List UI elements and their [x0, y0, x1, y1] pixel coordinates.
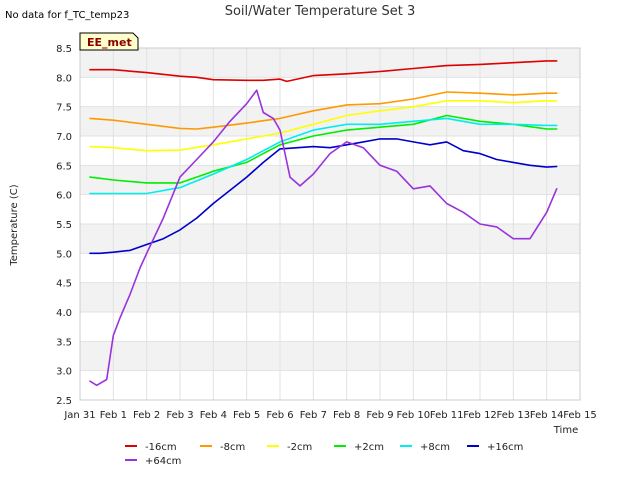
legend-label: +8cm	[420, 442, 450, 453]
x-tick-label: Feb 5	[233, 410, 260, 421]
plot-frame	[79, 47, 581, 401]
x-tick-label: Feb 14	[530, 410, 564, 421]
y-tick-label: 6.0	[56, 191, 72, 202]
y-tick-label: 8.5	[56, 44, 72, 55]
legend-label: +16cm	[487, 442, 523, 453]
y-tick-labels: 2.5 3.0 3.5 4.0 4.5 5.0 5.5 6.0 6.5 7.0 7.5 8.0 8.5	[56, 44, 72, 407]
x-axis-label: Time	[553, 425, 578, 436]
y-tick-label: 4.0	[56, 308, 72, 319]
background-band	[80, 106, 580, 136]
grid-lines	[79, 47, 581, 401]
series-line--2cm	[89, 100, 558, 152]
y-tick-label: 3.5	[56, 337, 72, 348]
y-axis-label: Temperature (C)	[9, 184, 20, 266]
x-tick-label: Feb 3	[166, 410, 193, 421]
no-data-note: No data for f_TC_temp23	[5, 10, 129, 21]
y-tick-label: 3.0	[56, 367, 72, 378]
background-band	[80, 312, 580, 342]
y-tick-label: 4.5	[56, 279, 72, 290]
x-tick-label: Feb 11	[430, 410, 464, 421]
background-band	[80, 370, 580, 400]
series-line--8cm	[89, 91, 558, 130]
x-tick-label: Feb 12	[463, 410, 497, 421]
legend-label: -16cm	[145, 442, 177, 453]
x-tick-labels: Jan 31 Feb 1 Feb 2 Feb 3 Feb 4 Feb 5 Feb 6 Feb …	[63, 410, 596, 421]
legend-label: +2cm	[354, 442, 384, 453]
legend-label: -8cm	[220, 442, 245, 453]
y-tick-label: 2.5	[56, 396, 72, 407]
x-tick-label: Feb 15	[563, 410, 597, 421]
background-band	[80, 253, 580, 283]
legend-label: -2cm	[287, 442, 312, 453]
badge-box	[79, 32, 139, 51]
background-band	[80, 165, 580, 195]
series-line-+8cm	[89, 117, 558, 195]
x-tick-label: Feb 4	[200, 410, 227, 421]
background-band	[80, 194, 580, 224]
x-tick-label: Feb 13	[497, 410, 531, 421]
y-tick-label: 7.0	[56, 132, 72, 143]
y-tick-label: 7.5	[56, 103, 72, 114]
x-tick-label: Feb 6	[266, 410, 293, 421]
background-band	[80, 48, 580, 78]
y-tick-label: 6.5	[56, 161, 72, 172]
background-band	[80, 224, 580, 254]
series-layer	[89, 60, 558, 387]
y-tick-label: 8.0	[56, 73, 72, 84]
x-tick-label: Feb 1	[100, 410, 127, 421]
background-band	[80, 341, 580, 371]
badge-label: EE_met	[87, 36, 132, 49]
x-tick-label: Feb 7	[300, 410, 327, 421]
chart-title: Soil/Water Temperature Set 3	[225, 4, 416, 19]
background-band	[80, 282, 580, 312]
x-tick-label: Feb 8	[333, 410, 360, 421]
x-tick-label: Feb 2	[133, 410, 160, 421]
series-line-+2cm	[89, 114, 558, 184]
badge: EE_met	[79, 32, 139, 51]
x-tick-label: Jan 31	[63, 410, 95, 421]
legend-label: +64cm	[145, 456, 181, 467]
x-tick-label: Feb 9	[366, 410, 393, 421]
series-line-+16cm	[89, 138, 558, 255]
y-tick-label: 5.5	[56, 220, 72, 231]
x-tick-label: Feb 10	[397, 410, 431, 421]
legend: -16cm -8cm -2cm +2cm +8cm +16cm +64cm	[125, 442, 523, 467]
series-line-+64cm	[89, 89, 558, 387]
y-tick-label: 5.0	[56, 249, 72, 260]
series-line--16cm	[89, 60, 558, 83]
